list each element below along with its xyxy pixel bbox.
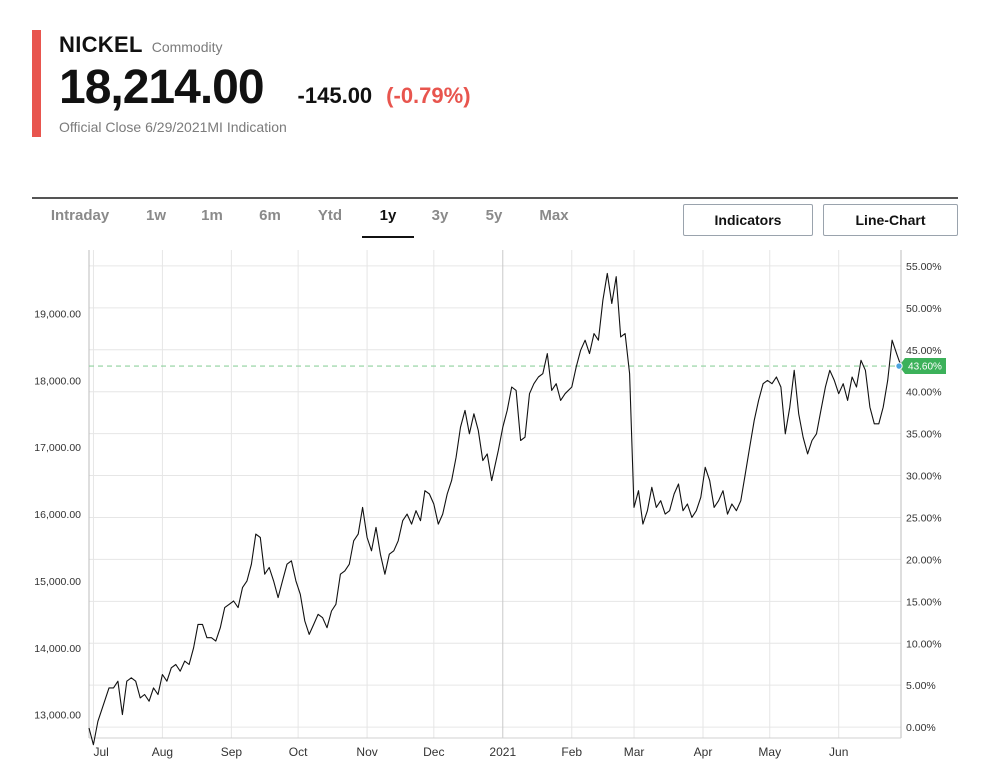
current-change-callout [899, 358, 946, 375]
right-axis-tick-label: 45.00% [906, 345, 942, 357]
right-axis-tick-label: 10.00% [906, 638, 942, 650]
tab-5y[interactable]: 5y [485, 207, 503, 224]
tab-3y[interactable]: 3y [431, 207, 449, 224]
right-axis-tick-label: 50.00% [906, 303, 942, 315]
price-chart[interactable]: 0.00% 5.00% 10.00% 15.00% 20.00% 25.00% 30.00%… [0, 240, 1000, 772]
x-axis-tick-label: Dec [423, 745, 444, 759]
x-axis-tick-label: Jun [829, 745, 848, 759]
x-axis-tick-label: May [758, 745, 781, 759]
last-price: 18,214.00 [59, 61, 265, 114]
tab-6m[interactable]: 6m [259, 207, 281, 224]
left-axis-tick-label: 13,000.00 [34, 710, 81, 722]
left-axis-tick-label: 16,000.00 [34, 509, 81, 521]
left-axis-tick-label: 14,000.00 [34, 643, 81, 655]
x-axis-tick-label: Sep [221, 745, 243, 759]
right-axis-tick-label: 30.00% [906, 471, 942, 483]
x-axis-tick-label: Apr [694, 745, 713, 759]
left-axis-tick-label: 18,000.00 [34, 375, 81, 387]
x-axis-tick-label: Oct [289, 745, 308, 759]
tab-1y[interactable]: 1y [379, 207, 397, 224]
left-axis-tick-label: 15,000.00 [34, 576, 81, 588]
title-row: NICKEL Commodity [59, 32, 223, 58]
tab-ytd[interactable]: Ytd [317, 207, 343, 224]
right-axis-tick-label: 5.00% [906, 680, 936, 692]
price-series-line [88, 272, 902, 746]
tab-intraday[interactable]: Intraday [50, 207, 110, 224]
active-tab-indicator [362, 236, 414, 238]
right-axis-tick-label: 0.00% [906, 722, 936, 734]
left-axis-tick-label: 17,000.00 [34, 442, 81, 454]
symbol-name: NICKEL [59, 32, 143, 57]
right-axis-tick-label: 15.00% [906, 596, 942, 608]
official-close-label: Official Close 6/29/2021MI Indication [59, 119, 287, 135]
tab-1w[interactable]: 1w [145, 207, 167, 224]
accent-bar [32, 30, 41, 137]
x-axis-tick-label: 2021 [489, 745, 516, 759]
right-axis-tick-label: 55.00% [906, 261, 942, 273]
right-axis-tick-label: 25.00% [906, 512, 942, 524]
indicators-button[interactable]: Indicators [683, 204, 813, 236]
tab-max[interactable]: Max [539, 207, 569, 224]
current-price-marker [895, 362, 903, 370]
line-chart-button[interactable]: Line-Chart [823, 204, 958, 236]
price-change-percent: (-0.79%) [386, 83, 471, 108]
tab-1m[interactable]: 1m [201, 207, 223, 224]
right-axis-tick-label: 35.00% [906, 429, 942, 441]
toolbar-divider [32, 197, 958, 199]
price-change: -145.00 [297, 83, 373, 108]
x-axis-tick-label: Jul [93, 745, 108, 759]
x-axis-tick-label: Mar [624, 745, 645, 759]
right-axis-tick-label: 40.00% [906, 387, 942, 399]
left-axis-tick-label: 19,000.00 [34, 309, 81, 321]
x-axis-tick-label: Feb [561, 745, 582, 759]
current-change-callout-label: 43.60% [908, 362, 942, 373]
x-axis-tick-label: Nov [356, 745, 377, 759]
x-axis-tick-label: Aug [152, 745, 173, 759]
asset-type-label: Commodity [151, 39, 223, 55]
right-axis-tick-label: 20.00% [906, 554, 942, 566]
price-row: 18,214.00 -145.00 (-0.79%) [59, 60, 471, 115]
